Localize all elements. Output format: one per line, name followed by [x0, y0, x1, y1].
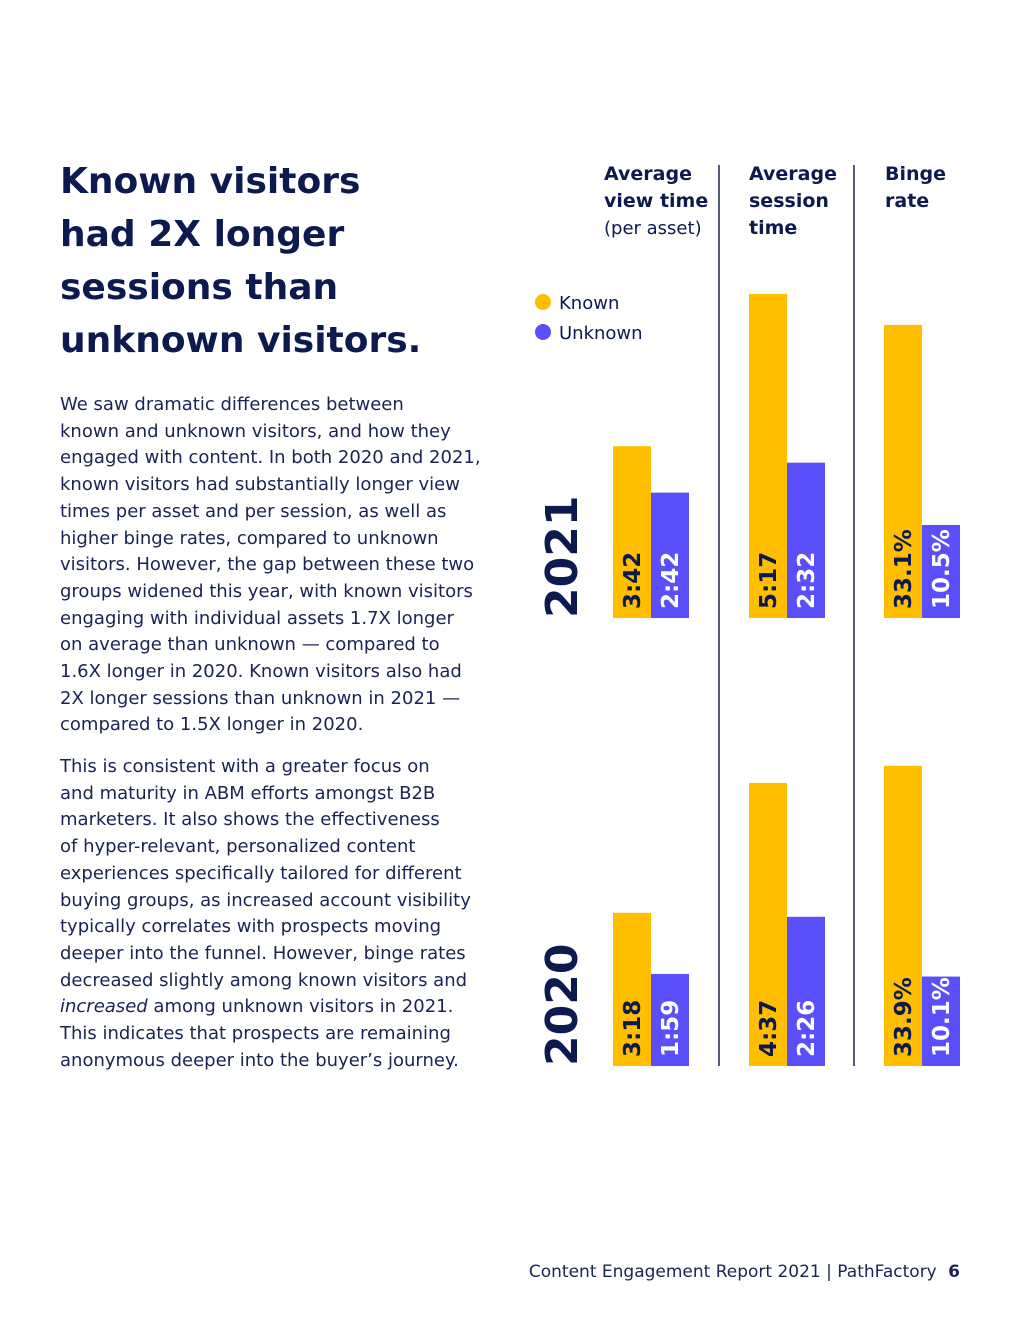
bar-value-label: 3:18	[620, 1000, 646, 1057]
bar-value-label: 33.1%	[891, 529, 917, 609]
legend-swatch	[535, 324, 551, 340]
known-bar	[613, 446, 651, 618]
paragraph-line: groups widened this year, with known vis…	[60, 580, 473, 602]
paragraph-line: buying groups, as increased account visi…	[60, 889, 471, 911]
bar-value-label: 1:59	[658, 1000, 684, 1057]
paragraph-line: times per asset and per session, as well…	[60, 500, 447, 522]
paragraph-line: known and unknown visitors, and how they	[60, 420, 451, 442]
paragraph-line: This is consistent with a greater focus …	[60, 756, 430, 777]
legend-label: Known	[559, 293, 619, 314]
bar-value-label: 2:32	[794, 552, 820, 609]
title-line: Known visitors	[60, 161, 361, 202]
known-bar	[884, 324, 922, 618]
paragraph-line: typically correlates with prospects movi…	[60, 916, 442, 938]
paragraph-line-emphasis: increased among unknown visitors in 2021…	[60, 994, 490, 1021]
column-title-line: time	[749, 217, 797, 239]
column-title-line: rate	[885, 190, 929, 212]
paragraph-line: 1.6X longer in 2020. Known visitors also…	[60, 661, 462, 683]
paragraph-line: We saw dramatic differences between	[60, 394, 404, 415]
title-line: had 2X longer	[60, 214, 345, 255]
paragraph-line: known visitors had substantially longer …	[60, 474, 460, 496]
known-bar	[613, 912, 651, 1066]
paragraph-line: engaged with content. In both 2020 and 2…	[60, 447, 481, 469]
footer-brand: PathFactory	[837, 1262, 937, 1282]
unknown-bar	[651, 492, 689, 618]
page-footer: Content Engagement Report 2021 | PathFac…	[529, 1262, 960, 1282]
bar-value-label: 4:37	[756, 1000, 782, 1057]
paragraph-line: higher binge rates, compared to unknown	[60, 527, 439, 549]
paragraph-line: deeper into the funnel. However, binge r…	[60, 942, 466, 964]
paragraph-line: This indicates that prospects are remain…	[60, 1023, 451, 1045]
paragraph-line: engaging with individual assets 1.7X lon…	[60, 607, 454, 629]
emphasis-word: increased	[60, 996, 148, 1018]
paragraph-line: and maturity in ABM efforts amongst B2B	[60, 782, 436, 804]
footer-report-title: Content Engagement Report 2021	[528, 1262, 821, 1282]
legend-label: Unknown	[559, 323, 643, 344]
column-title-line: Average	[749, 163, 837, 185]
emphasis-line-rest: among unknown visitors in 2021.	[147, 996, 454, 1018]
paragraph-line: anonymous deeper into the buyer’s journe…	[60, 1049, 459, 1071]
legend-swatch	[535, 294, 551, 310]
bar-value-label: 33.9%	[891, 977, 917, 1057]
unknown-bar	[651, 973, 689, 1066]
year-label: 2020	[537, 944, 588, 1066]
column-title-line: Average	[604, 163, 692, 185]
paragraph-line: on average than unknown — compared to	[60, 634, 440, 656]
bar-value-label: 10.5%	[929, 529, 955, 609]
column-title-line: view time	[604, 190, 708, 212]
unknown-bar	[922, 976, 960, 1066]
page-number: 6	[948, 1262, 960, 1282]
bar-value-label: 2:26	[794, 1000, 820, 1057]
year-label: 2021	[537, 496, 588, 618]
column-subtitle: (per asset)	[604, 218, 702, 239]
known-bar	[749, 782, 787, 1066]
body-paragraph-2: This is consistent with a greater focus …	[60, 754, 490, 1074]
bar-value-label: 2:42	[658, 552, 684, 609]
paragraph-line: of hyper-relevant, personalized content	[60, 836, 416, 858]
column-title-line: session	[749, 190, 829, 212]
known-bar	[749, 294, 787, 618]
bar-value-label: 3:42	[620, 552, 646, 609]
title-line: unknown visitors.	[60, 320, 422, 361]
paragraph-line: experiences specifically tailored for di…	[60, 862, 462, 884]
bar-value-label: 5:17	[756, 552, 782, 609]
body-paragraph-1: We saw dramatic differences between know…	[60, 392, 490, 739]
column-title-line: Binge	[885, 163, 946, 185]
known-bar	[884, 765, 922, 1066]
page-title: Known visitors had 2X longer sessions th…	[60, 155, 480, 367]
footer-separator: |	[826, 1262, 832, 1282]
bar-value-label: 10.1%	[929, 977, 955, 1057]
paragraph-line: 2X longer sessions than unknown in 2021 …	[60, 687, 461, 709]
paragraph-line: visitors. However, the gap between these…	[60, 554, 475, 576]
paragraph-line: compared to 1.5X longer in 2020.	[60, 714, 364, 736]
paragraph-line: marketers. It also shows the effectivene…	[60, 809, 440, 831]
unknown-bar	[922, 525, 960, 618]
title-line: sessions than	[60, 267, 339, 308]
paragraph-line: decreased slightly among known visitors …	[60, 969, 468, 991]
unknown-bar	[787, 916, 825, 1066]
unknown-bar	[787, 462, 825, 618]
